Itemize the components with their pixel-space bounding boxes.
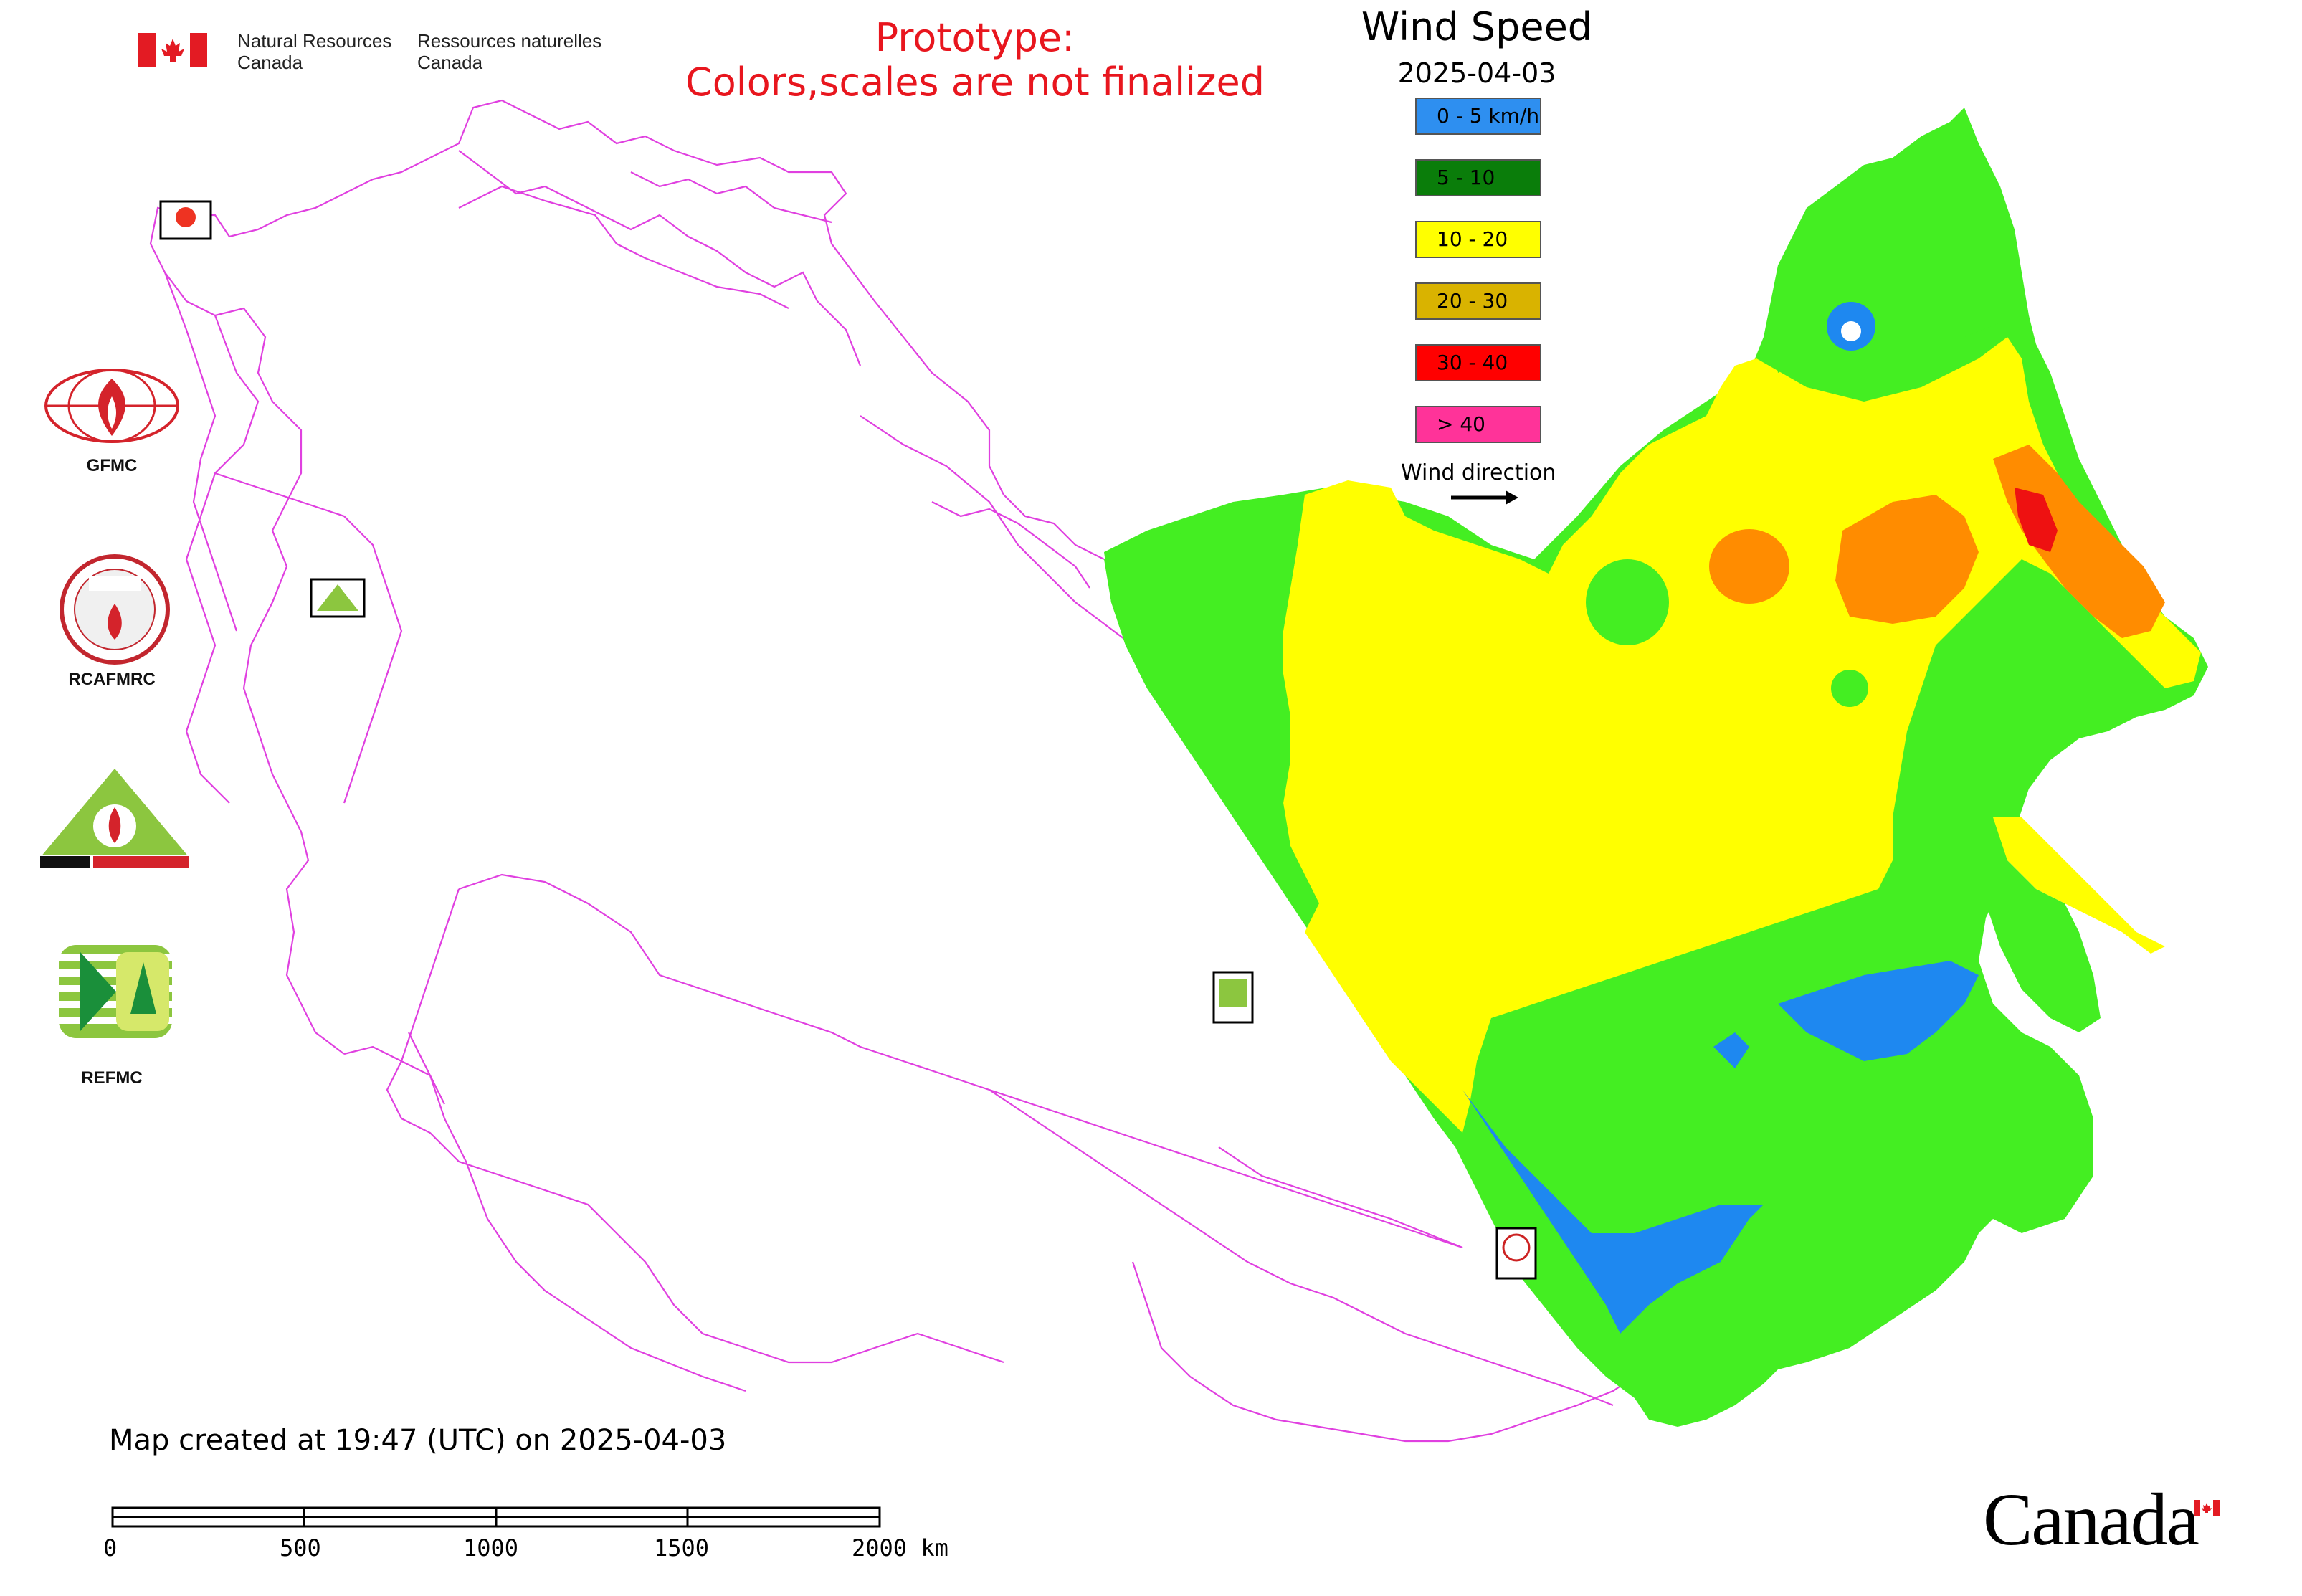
border-baltic (163, 272, 238, 632)
legend-item-5: > 40 (1415, 406, 1541, 443)
reefmc-logo-icon (37, 766, 192, 873)
border-central-asia (408, 1032, 746, 1392)
canada-wordmark-text: Canada (1983, 1478, 2199, 1561)
wind-zone-very-strong (2015, 488, 2058, 552)
border-islands (458, 185, 789, 309)
nrcan-fr-line2: Canada (417, 52, 483, 73)
scale-label-1500: 1500 (654, 1534, 710, 1562)
wind-zone-calm-b (1778, 961, 1979, 1061)
wind-zone-calm-a (1462, 1090, 1764, 1334)
wind-direction-label: Wind direction (1401, 460, 1556, 485)
scale-label-1000: 1000 (463, 1534, 519, 1562)
border-coast-n (860, 415, 1162, 660)
border-east-inner (1218, 1146, 1463, 1249)
prototype-notice: Prototype: Colors,scales are not finaliz… (645, 16, 1305, 105)
border-kaz (386, 888, 1004, 1364)
wind-zone-strong-a (1709, 529, 1789, 604)
scale-label-2000: 2000 km (852, 1534, 948, 1562)
border-russia-north (149, 99, 1105, 1055)
border-mongolia (989, 1089, 1614, 1407)
legend-item-2: 10 - 20 (1415, 221, 1541, 258)
border-kaz-north (458, 873, 1463, 1249)
map-created-note: Map created at 19:47 (UTC) on 2025-04-03 (109, 1424, 727, 1457)
legend-item-0: 0 - 5 km/h (1415, 98, 1541, 135)
wind-field (1104, 108, 2208, 1427)
wind-zone-strong-b (1835, 495, 1979, 624)
nrcan-fr-line1: Ressources naturelles (417, 30, 602, 52)
wind-zone-calm-e (1841, 321, 1861, 341)
refmc-logo-icon (59, 945, 172, 1038)
prototype-line2: Colors,scales are not finalized (685, 60, 1265, 105)
refmc-label: REFMC (81, 1068, 143, 1088)
legend: 0 - 5 km/h 5 - 10 10 - 20 20 - 30 30 - 4… (1415, 98, 1544, 449)
map-title: Wind Speed (1361, 4, 1593, 49)
wind-zone-east-lobe-green (1979, 846, 2101, 1032)
map-markers (159, 200, 1537, 1280)
wind-zone-east-lobe (1993, 817, 2165, 954)
legend-item-4: 30 - 40 (1415, 344, 1541, 381)
gfmc-logo-icon (40, 364, 184, 450)
legend-item-3: 20 - 30 (1415, 282, 1541, 320)
border-west-europe (185, 315, 260, 804)
border-archipelago (931, 501, 1090, 589)
canada-wordmark-flag-icon (2194, 1500, 2220, 1516)
wind-zone-light-e (1104, 502, 1319, 903)
nrcan-name-en: Natural Resources Canada (237, 30, 391, 73)
rcafmrc-label: RCAFMRC (68, 670, 156, 689)
gfmc-label: GFMC (86, 456, 138, 475)
wind-zone-light-b (1586, 559, 1669, 645)
border-caucasus (343, 1045, 445, 1105)
border-ukraine (214, 472, 403, 804)
prototype-line1: Prototype: (875, 15, 1075, 60)
border-china (1131, 1261, 1635, 1443)
nrcan-name-fr: Ressources naturelles Canada (417, 30, 601, 73)
scale-bar (111, 1506, 881, 1528)
wind-zone-light-c (1831, 670, 1868, 707)
scale-label-0: 0 (103, 1534, 118, 1562)
scale-label-500: 500 (280, 1534, 321, 1562)
rcafmrc-logo-icon (57, 552, 172, 667)
border-north-islands (630, 171, 832, 224)
nrcan-en-line1: Natural Resources (237, 30, 392, 52)
wind-zone-calm-c (1713, 1032, 1749, 1068)
map-date: 2025-04-03 (1397, 57, 1556, 89)
canada-flag-icon (138, 33, 207, 67)
canada-wordmark: Canada (1983, 1477, 2199, 1562)
country-borders (149, 99, 1635, 1443)
nrcan-en-line2: Canada (237, 52, 303, 73)
legend-item-1: 5 - 10 (1415, 159, 1541, 196)
border-russia-north-2 (458, 150, 862, 366)
wind-direction-arrow (1451, 490, 1518, 505)
